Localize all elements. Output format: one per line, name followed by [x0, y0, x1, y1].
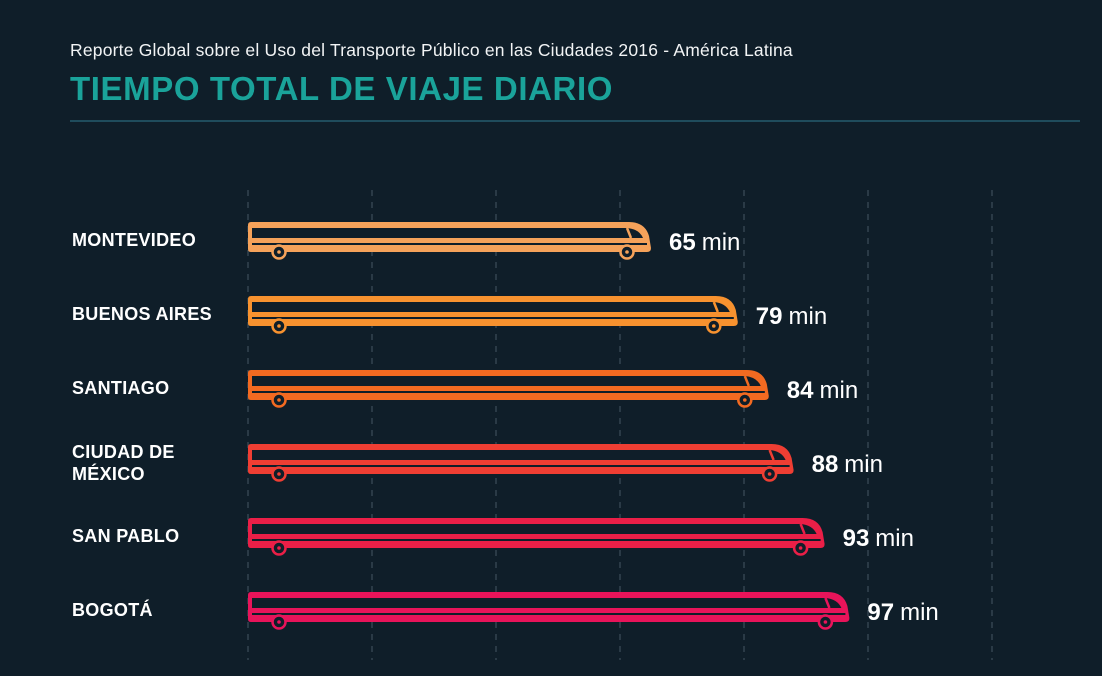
- bus-wheel-hub: [277, 250, 281, 254]
- bus-wheel-hub: [767, 472, 772, 476]
- bus-window: [252, 524, 817, 534]
- city-label: SANTIAGO: [72, 378, 169, 398]
- city-label: MONTEVIDEO: [72, 230, 196, 250]
- value-label: 65 min: [669, 229, 740, 256]
- value-label: 97 min: [867, 599, 938, 626]
- bus-wheel-hub: [277, 472, 281, 476]
- bus-wheel-hub: [625, 250, 629, 254]
- bus-pillar: [799, 523, 806, 535]
- bus-wheel-hub: [823, 620, 828, 624]
- bus-wheel-hub: [712, 324, 716, 328]
- bus-wheel-hub: [277, 546, 281, 550]
- bus-pillar: [768, 449, 775, 461]
- bus-wheel-hub: [277, 620, 281, 624]
- report-subtitle: Reporte Global sobre el Uso del Transpor…: [70, 40, 793, 60]
- bus-pillar: [824, 597, 831, 609]
- bus-bar: [248, 370, 769, 408]
- bus-wheel-hub: [277, 398, 281, 402]
- bus-bar: [248, 444, 794, 482]
- city-label: CIUDAD DE MÉXICO: [72, 442, 175, 484]
- title-divider: [70, 120, 1080, 122]
- bus-window: [252, 450, 786, 460]
- bus-bar: [248, 592, 850, 630]
- value-label: 93 min: [843, 525, 914, 552]
- city-label: SAN PABLO: [72, 526, 179, 546]
- bus-bar: [248, 296, 738, 334]
- chart-title: TIEMPO TOTAL DE VIAJE DIARIO: [70, 70, 614, 107]
- bus-window: [252, 302, 730, 312]
- grid-lines: [247, 190, 993, 660]
- bus-bar: [248, 222, 651, 260]
- bars: [248, 222, 850, 630]
- bus-wheel-hub: [743, 398, 747, 402]
- bus-window: [252, 598, 842, 608]
- bus-pillar: [712, 301, 719, 313]
- bus-bar: [248, 518, 825, 556]
- bus-wheel-hub: [277, 324, 281, 328]
- bus-window: [252, 228, 643, 238]
- bus-wheel-hub: [798, 546, 803, 550]
- bus-window: [252, 376, 761, 386]
- value-label: 84 min: [787, 377, 858, 404]
- bus-pillar: [743, 375, 750, 387]
- labels: MONTEVIDEO 65 min BUENOS AIRES 79 min SANTIAGO…: [72, 229, 939, 626]
- value-label: 79 min: [756, 303, 827, 330]
- bus-pillar: [625, 227, 633, 239]
- city-label: BOGOTÁ: [72, 599, 153, 620]
- value-label: 88 min: [812, 451, 883, 478]
- city-label: BUENOS AIRES: [72, 304, 212, 324]
